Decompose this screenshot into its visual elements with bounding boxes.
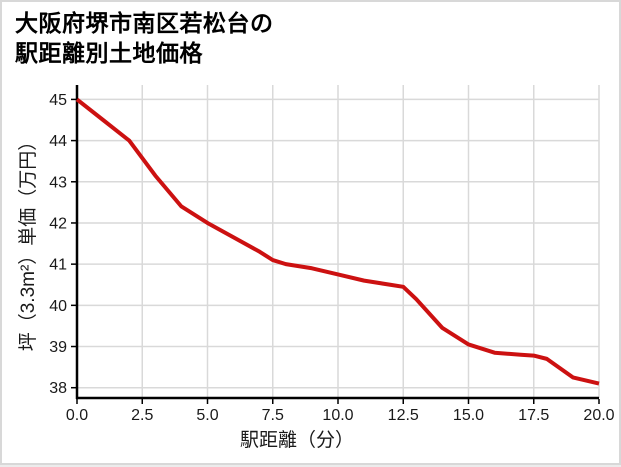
price-line-series bbox=[75, 97, 600, 386]
chart-title-line1: 大阪府堺市南区若松台の bbox=[15, 10, 274, 36]
y-tick-label: 43 bbox=[49, 174, 67, 191]
y-tick-label: 44 bbox=[49, 133, 67, 150]
chart-title-line2: 駅距離別土地価格 bbox=[15, 40, 203, 66]
y-axis-label: 坪（3.3m²）単価（万円） bbox=[17, 132, 39, 352]
y-tick-label: 40 bbox=[49, 298, 67, 315]
x-tick-label: 7.5 bbox=[262, 407, 284, 424]
chart-title: 大阪府堺市南区若松台の 駅距離別土地価格 bbox=[15, 8, 274, 68]
x-tick-label: 2.5 bbox=[131, 407, 153, 424]
x-tick-label: 10.0 bbox=[322, 407, 353, 424]
x-tick-label: 20.0 bbox=[583, 407, 614, 424]
y-tick-label: 45 bbox=[49, 92, 67, 109]
x-tick-label: 5.0 bbox=[196, 407, 218, 424]
y-tick-label: 42 bbox=[49, 215, 67, 232]
x-tick-label: 15.0 bbox=[453, 407, 484, 424]
x-tick-label: 0.0 bbox=[66, 407, 88, 424]
y-tick-label: 38 bbox=[49, 380, 67, 397]
x-tick-label: 17.5 bbox=[518, 407, 549, 424]
y-tick-label: 39 bbox=[49, 339, 67, 356]
y-tick-label: 41 bbox=[49, 257, 67, 274]
x-tick-label: 12.5 bbox=[388, 407, 419, 424]
x-axis-label: 駅距離（分） bbox=[240, 429, 354, 451]
